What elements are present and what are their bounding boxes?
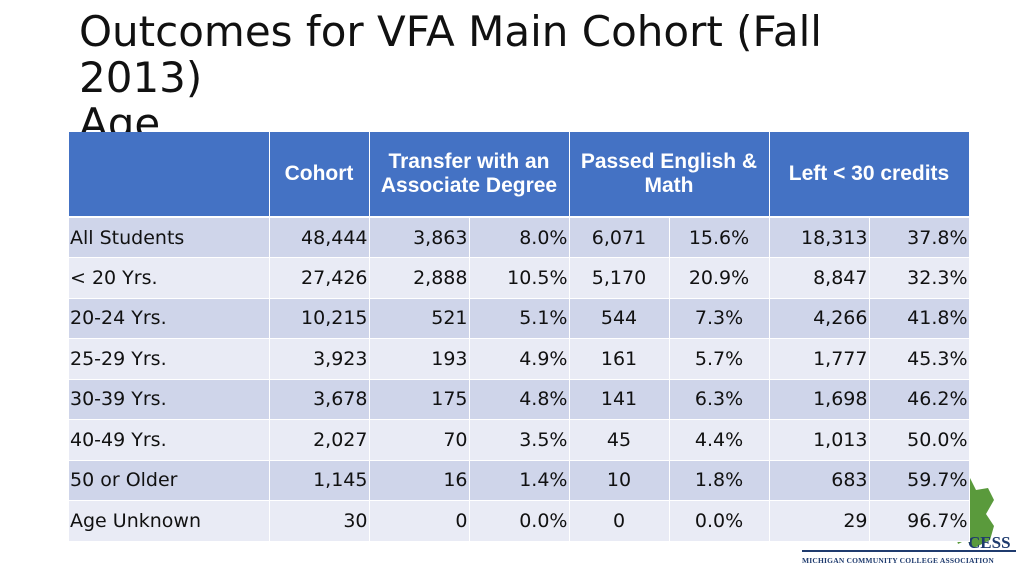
table-row: 50 or Older 1,145 16 1.4% 10 1.8% 683 59… [69,460,970,501]
passed-pct-cell: 0.0% [669,500,770,542]
passed-count-cell: 6,071 [569,217,670,258]
passed-pct-cell: 20.9% [669,257,770,299]
passed-count-cell: 141 [569,379,670,420]
transfer-pct-cell: 4.9% [469,338,570,380]
cohort-cell: 3,923 [269,338,370,380]
left-pct-cell: 96.7% [869,500,970,542]
row-label: All Students [69,217,270,258]
left-count-cell: 683 [769,460,870,501]
left-pct-cell: 32.3% [869,257,970,299]
transfer-count-cell: 521 [369,298,470,339]
left-count-cell: 4,266 [769,298,870,339]
passed-pct-cell: 5.7% [669,338,770,380]
transfer-pct-cell: 3.5% [469,419,570,461]
cohort-cell: 30 [269,500,370,542]
left-pct-cell: 46.2% [869,379,970,420]
transfer-count-cell: 70 [369,419,470,461]
table-row: All Students 48,444 3,863 8.0% 6,071 15.… [69,217,970,258]
cohort-cell: 1,145 [269,460,370,501]
left-pct-cell: 59.7% [869,460,970,501]
left-pct-cell: 45.3% [869,338,970,380]
logo-partial-word: CESS [968,533,1011,552]
row-label: < 20 Yrs. [69,257,270,299]
row-label: 40-49 Yrs. [69,419,270,461]
transfer-pct-cell: 10.5% [469,257,570,299]
header-passed: Passed English & Math [569,132,770,218]
row-label: Age Unknown [69,500,270,542]
transfer-pct-cell: 1.4% [469,460,570,501]
title-line-2: 2013) [79,53,203,102]
passed-count-cell: 5,170 [569,257,670,299]
left-pct-cell: 50.0% [869,419,970,461]
cohort-cell: 48,444 [269,217,370,258]
transfer-pct-cell: 0.0% [469,500,570,542]
table-row: < 20 Yrs. 27,426 2,888 10.5% 5,170 20.9%… [69,257,970,299]
cohort-cell: 10,215 [269,298,370,339]
left-pct-cell: 37.8% [869,217,970,258]
table-row: 40-49 Yrs. 2,027 70 3.5% 45 4.4% 1,013 5… [69,419,970,461]
passed-count-cell: 45 [569,419,670,461]
transfer-pct-cell: 4.8% [469,379,570,420]
header-transfer: Transfer with an Associate Degree [369,132,570,218]
transfer-count-cell: 16 [369,460,470,501]
row-label: 50 or Older [69,460,270,501]
header-cohort: Cohort [269,132,370,218]
logo-text: MICHIGAN COMMUNITY COLLEGE ASSOCIATION [802,556,994,565]
left-pct-cell: 41.8% [869,298,970,339]
row-label: 20-24 Yrs. [69,298,270,339]
cohort-cell: 27,426 [269,257,370,299]
header-blank [69,132,270,218]
passed-count-cell: 10 [569,460,670,501]
table-row: 25-29 Yrs. 3,923 193 4.9% 161 5.7% 1,777… [69,338,970,380]
cohort-cell: 2,027 [269,419,370,461]
passed-pct-cell: 7.3% [669,298,770,339]
outcomes-table: Cohort Transfer with an Associate Degree… [69,132,970,542]
left-count-cell: 1,698 [769,379,870,420]
transfer-count-cell: 0 [369,500,470,542]
transfer-count-cell: 175 [369,379,470,420]
transfer-count-cell: 2,888 [369,257,470,299]
passed-pct-cell: 6.3% [669,379,770,420]
left-count-cell: 29 [769,500,870,542]
left-count-cell: 18,313 [769,217,870,258]
passed-pct-cell: 15.6% [669,217,770,258]
transfer-count-cell: 3,863 [369,217,470,258]
transfer-pct-cell: 8.0% [469,217,570,258]
transfer-count-cell: 193 [369,338,470,380]
table-row: 20-24 Yrs. 10,215 521 5.1% 544 7.3% 4,26… [69,298,970,339]
passed-count-cell: 161 [569,338,670,380]
passed-count-cell: 0 [569,500,670,542]
table-row: 30-39 Yrs. 3,678 175 4.8% 141 6.3% 1,698… [69,379,970,420]
passed-pct-cell: 4.4% [669,419,770,461]
title-line-1: Outcomes for VFA Main Cohort (Fall [79,7,822,56]
cohort-cell: 3,678 [269,379,370,420]
table-row: Age Unknown 30 0 0.0% 0 0.0% 29 96.7% [69,500,970,542]
slide-title: Outcomes for VFA Main Cohort (Fall 2013)… [79,9,959,147]
header-left: Left < 30 credits [769,132,970,218]
left-count-cell: 1,777 [769,338,870,380]
left-count-cell: 8,847 [769,257,870,299]
left-count-cell: 1,013 [769,419,870,461]
table-header-row: Cohort Transfer with an Associate Degree… [69,132,970,218]
transfer-pct-cell: 5.1% [469,298,570,339]
passed-count-cell: 544 [569,298,670,339]
row-label: 25-29 Yrs. [69,338,270,380]
passed-pct-cell: 1.8% [669,460,770,501]
row-label: 30-39 Yrs. [69,379,270,420]
